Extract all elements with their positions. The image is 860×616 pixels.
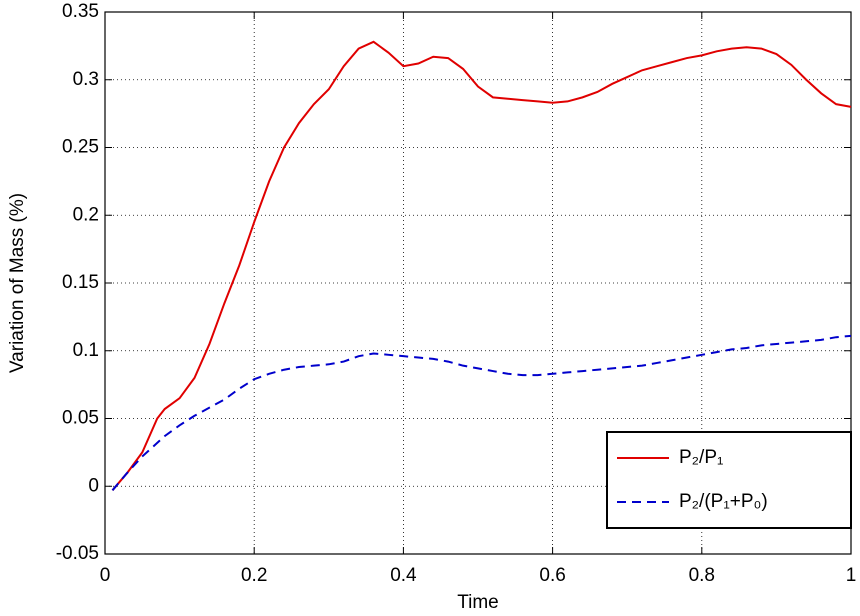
y-tick-label: 0.2 [73, 204, 99, 225]
y-tick-label: 0.35 [62, 1, 99, 22]
x-tick-label: 1 [846, 565, 857, 586]
plot-frame [104, 11, 852, 555]
x-axis-label: Time [457, 592, 499, 613]
y-tick-label: 0.1 [73, 340, 99, 361]
y-tick-label: 0.05 [62, 408, 99, 429]
legend-label: P₂/(P₁+P₀) [679, 491, 768, 512]
y-tick-label: -0.05 [56, 543, 99, 564]
legend-box [606, 431, 852, 529]
x-tick-label: 0.6 [539, 565, 565, 586]
x-tick-label: 0 [100, 565, 111, 586]
x-tick-label: 0.4 [390, 565, 417, 586]
y-tick-label: 0.3 [73, 69, 99, 90]
y-tick-label: 0.15 [62, 272, 99, 293]
y-tick-label: 0.25 [62, 137, 99, 158]
y-tick-label: 0 [88, 475, 99, 496]
y-axis-label: Variation of Mass (%) [7, 193, 28, 373]
x-tick-label: 0.2 [241, 565, 267, 586]
legend-label: P₂/P₁ [679, 447, 723, 468]
data-line [111, 40, 852, 491]
x-tick-label: 0.8 [689, 565, 715, 586]
data-line [111, 334, 852, 491]
